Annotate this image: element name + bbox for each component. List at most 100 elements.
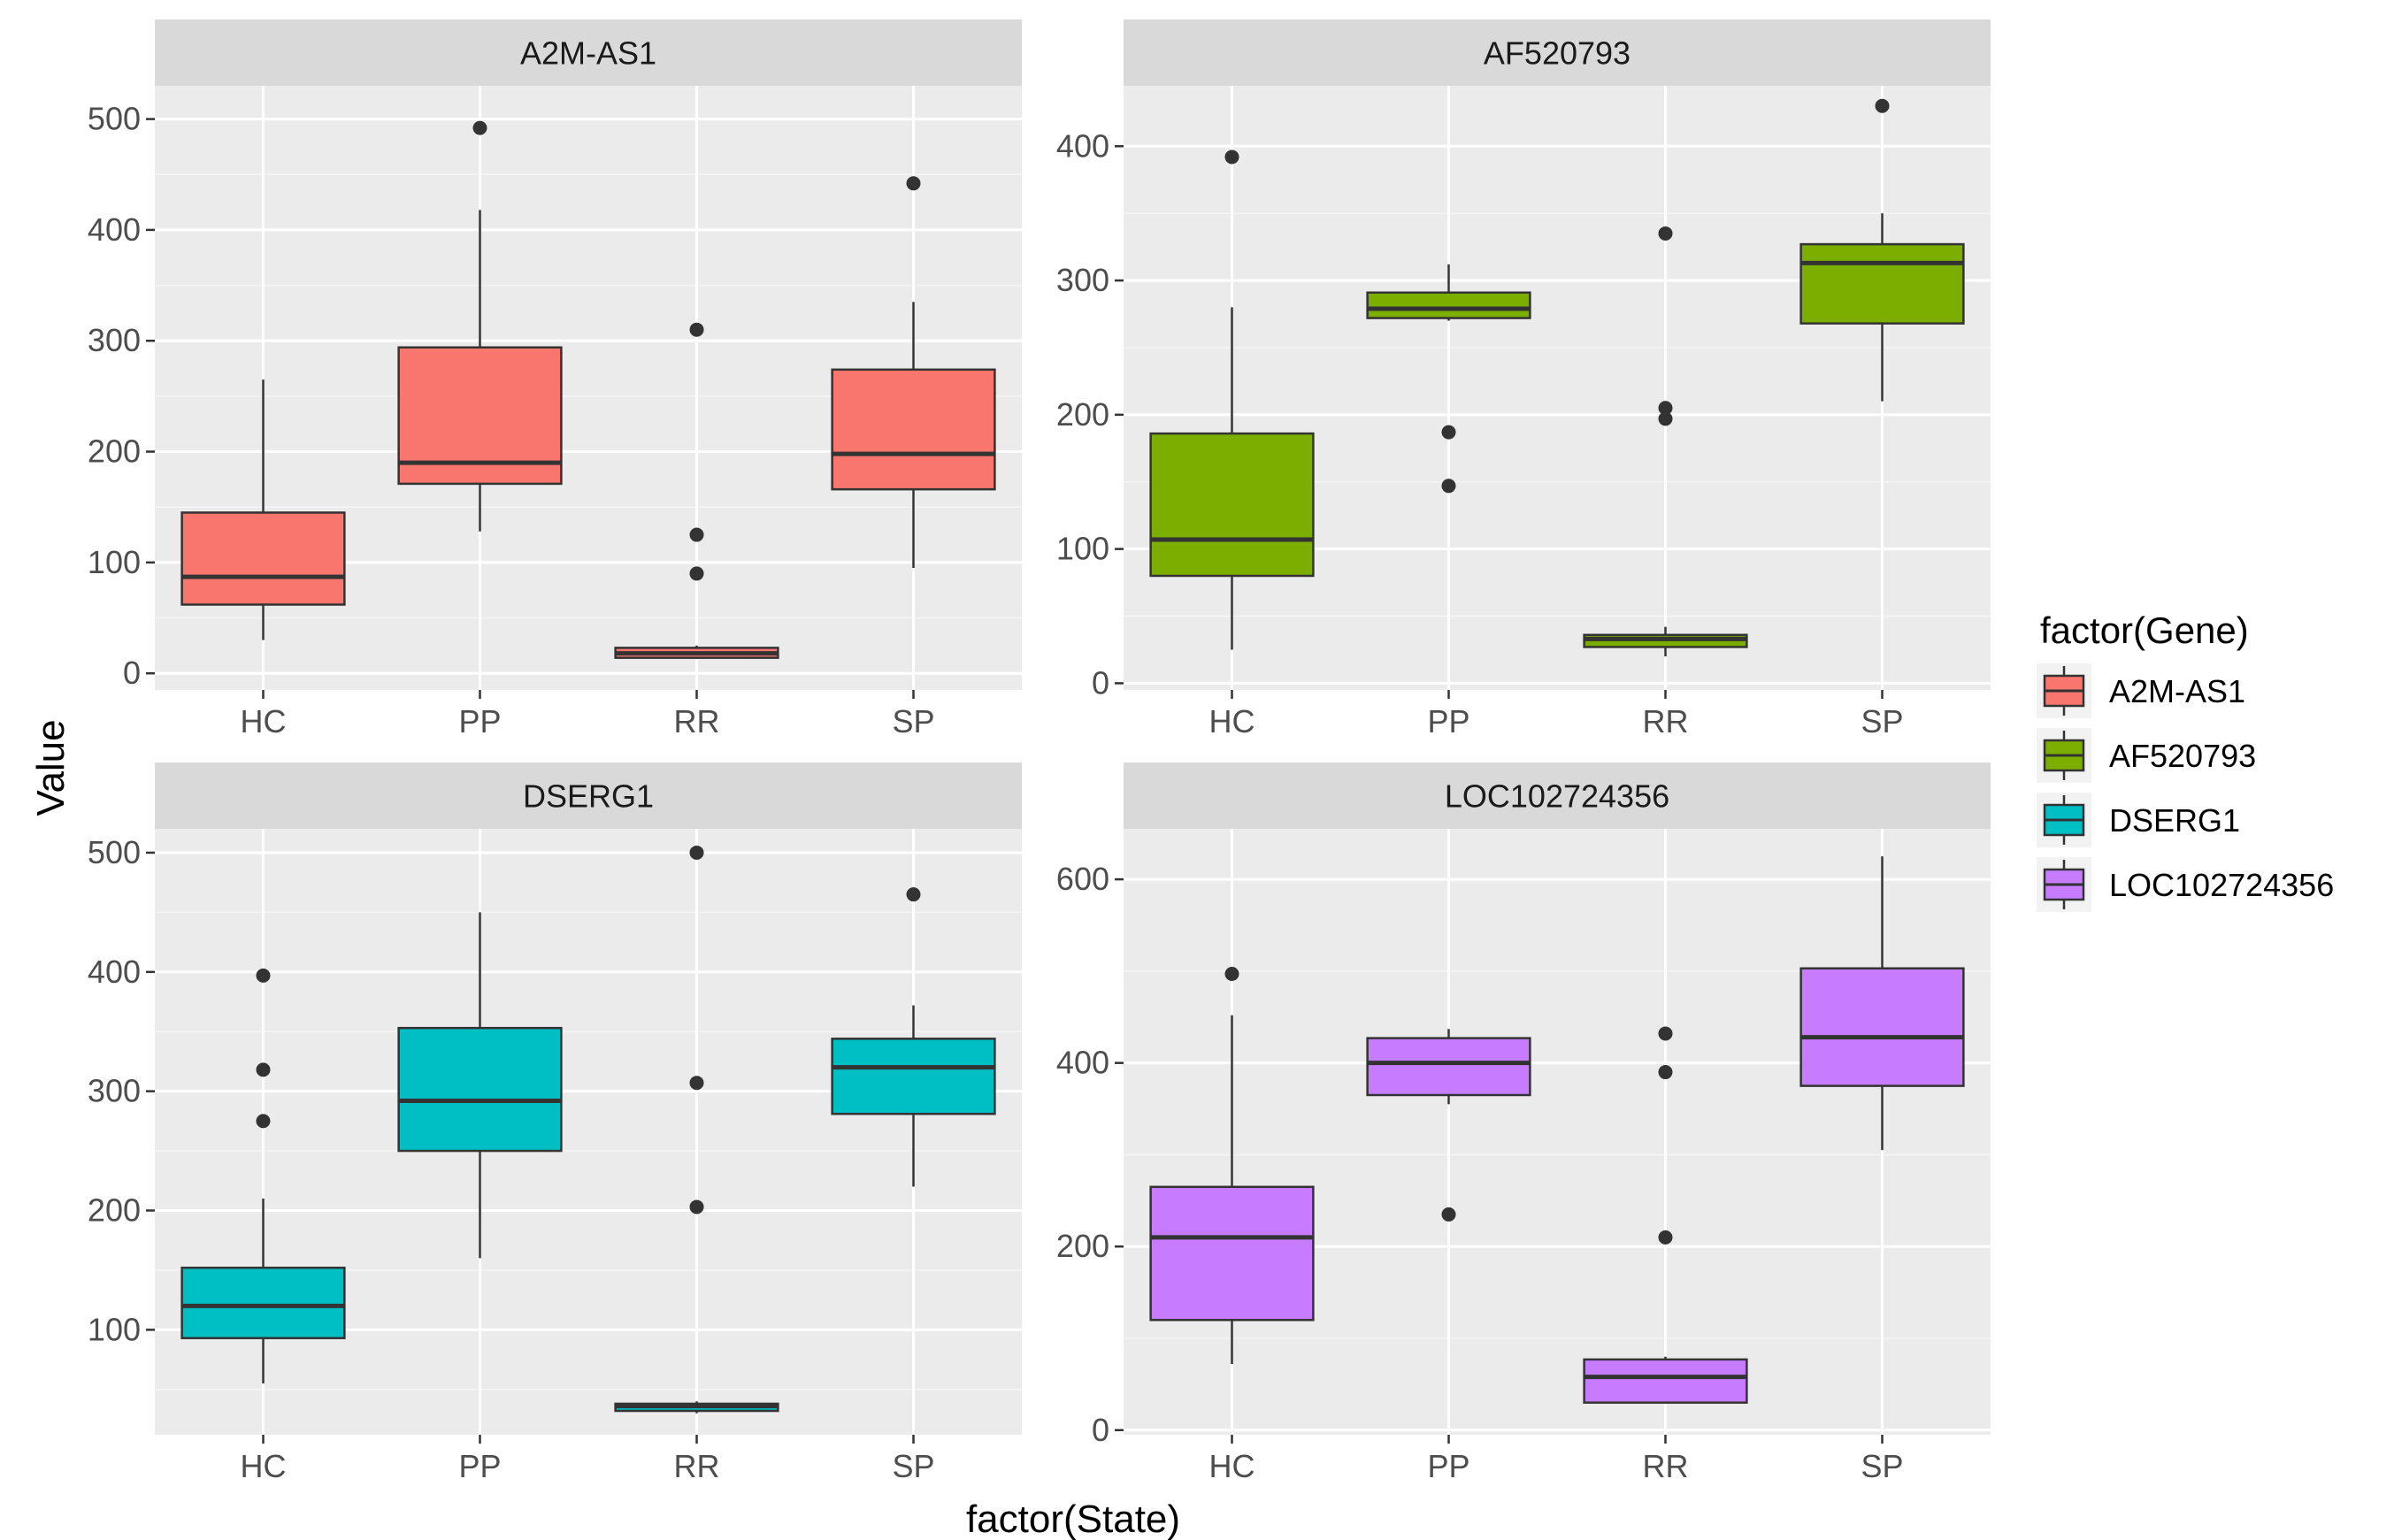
box-iqr xyxy=(180,1266,346,1340)
box-iqr xyxy=(831,368,996,491)
x-tick-label: HC xyxy=(241,703,287,739)
outlier-point xyxy=(689,322,704,337)
outlier-point xyxy=(1658,1026,1673,1041)
x-tick-label: RR xyxy=(674,703,720,739)
outlier-point xyxy=(1441,425,1456,440)
outlier-point xyxy=(1658,401,1673,416)
x-tick-label: HC xyxy=(1209,1448,1255,1484)
box-loc102724356-pp xyxy=(1366,1029,1531,1222)
x-tick-label: PP xyxy=(1427,703,1469,739)
outlier-point xyxy=(689,566,704,581)
box-a2m-as1-hc xyxy=(180,379,346,640)
legend-item-dserg1: DSERG1 xyxy=(2037,793,2240,847)
outlier-point xyxy=(256,1114,271,1129)
facet-panels: A2M-AS1 0 100 200 300 400 500 HC PP RR SP AF520793 0… xyxy=(88,19,1991,1484)
box-iqr xyxy=(831,1038,996,1115)
y-tick-label: 200 xyxy=(1056,396,1109,433)
outlier-point xyxy=(1658,1230,1673,1245)
outlier-point xyxy=(256,968,271,983)
box-iqr xyxy=(1799,242,1965,325)
legend-label: AF520793 xyxy=(2109,738,2256,774)
box-iqr xyxy=(1149,1185,1315,1322)
box-af520793-rr xyxy=(1583,226,1748,657)
box-loc102724356-sp xyxy=(1799,856,1965,1151)
panel-af520793: AF520793 0 100 200 300 400 HC PP RR SP xyxy=(1056,19,1991,739)
y-tick-label: 400 xyxy=(88,211,141,248)
x-tick-label: SP xyxy=(1861,703,1903,739)
outlier-point xyxy=(1441,1207,1456,1222)
box-af520793-sp xyxy=(1799,98,1965,402)
y-tick-label: 0 xyxy=(123,655,141,691)
x-tick-label: SP xyxy=(892,1448,934,1484)
outlier-point xyxy=(906,176,921,191)
y-tick-label: 100 xyxy=(88,1311,141,1347)
outlier-point xyxy=(1658,226,1673,241)
x-tick-label: RR xyxy=(674,1448,720,1484)
box-dserg1-hc xyxy=(180,968,346,1384)
box-af520793-hc xyxy=(1149,149,1315,650)
box-loc102724356-rr xyxy=(1583,1026,1748,1404)
outlier-point xyxy=(689,1199,704,1214)
box-a2m-as1-pp xyxy=(397,120,563,532)
box-iqr xyxy=(1583,1358,1748,1404)
facet-strip-title: A2M-AS1 xyxy=(520,35,656,72)
box-iqr xyxy=(397,1026,563,1153)
y-tick-label: 0 xyxy=(1092,664,1109,701)
x-tick-label: SP xyxy=(892,703,934,739)
facet-strip xyxy=(1124,19,1991,86)
facet-strip xyxy=(1124,762,1991,829)
box-af520793-pp xyxy=(1366,264,1531,494)
outlier-point xyxy=(689,845,704,860)
outlier-point xyxy=(472,120,487,135)
panel-background xyxy=(155,829,1022,1435)
y-tick-label: 500 xyxy=(88,101,141,137)
y-tick-label: 100 xyxy=(88,544,141,580)
outlier-point xyxy=(906,887,921,902)
outlier-point xyxy=(256,1062,271,1077)
box-iqr xyxy=(1149,432,1315,578)
box-loc102724356-hc xyxy=(1149,966,1315,1365)
x-tick-label: PP xyxy=(1427,1448,1469,1484)
x-tick-label: PP xyxy=(458,1448,501,1484)
facet-strip-title: AF520793 xyxy=(1484,35,1631,72)
box-iqr xyxy=(1366,291,1531,319)
y-tick-label: 400 xyxy=(88,954,141,990)
facet-strip-title: DSERG1 xyxy=(523,778,654,815)
y-tick-label: 400 xyxy=(1056,1045,1109,1081)
x-tick-label: HC xyxy=(241,1448,287,1484)
legend-item-loc102724356: LOC102724356 xyxy=(2037,857,2334,912)
box-dserg1-rr xyxy=(614,845,779,1414)
x-tick-label: PP xyxy=(458,703,501,739)
outlier-point xyxy=(1224,149,1239,165)
outlier-point xyxy=(1658,411,1673,426)
outlier-point xyxy=(1224,966,1239,981)
y-tick-label: 200 xyxy=(1056,1228,1109,1264)
panel-loc102724356: LOC102724356 0 200 400 600 HC PP RR SP xyxy=(1056,762,1991,1484)
legend: factor(Gene) A2M-AS1 AF520793 DSERG1 LOC102… xyxy=(2037,609,2334,912)
y-tick-label: 200 xyxy=(88,433,141,470)
y-tick-label: 600 xyxy=(1056,861,1109,897)
y-tick-label: 400 xyxy=(1056,127,1109,164)
y-tick-label: 0 xyxy=(1092,1412,1109,1448)
x-tick-label: HC xyxy=(1209,703,1255,739)
facet-strip xyxy=(155,762,1022,829)
panel-dserg1: DSERG1 100 200 300 400 500 HC PP RR SP xyxy=(88,762,1022,1484)
box-iqr xyxy=(180,511,346,606)
legend-label: DSERG1 xyxy=(2109,802,2240,839)
outlier-point xyxy=(1658,1065,1673,1080)
outlier-point xyxy=(1441,479,1456,494)
y-tick-label: 200 xyxy=(88,1191,141,1228)
box-a2m-as1-rr xyxy=(614,322,779,659)
y-axis-title: Value xyxy=(29,719,73,816)
box-iqr xyxy=(1799,967,1965,1087)
legend-label: A2M-AS1 xyxy=(2109,673,2245,709)
y-tick-label: 100 xyxy=(1056,531,1109,567)
outlier-point xyxy=(689,1076,704,1091)
box-iqr xyxy=(1366,1037,1531,1097)
outlier-point xyxy=(689,527,704,542)
legend-title: factor(Gene) xyxy=(2040,609,2249,651)
x-tick-label: RR xyxy=(1643,703,1689,739)
legend-label: LOC102724356 xyxy=(2109,867,2334,903)
x-tick-label: RR xyxy=(1643,1448,1689,1484)
